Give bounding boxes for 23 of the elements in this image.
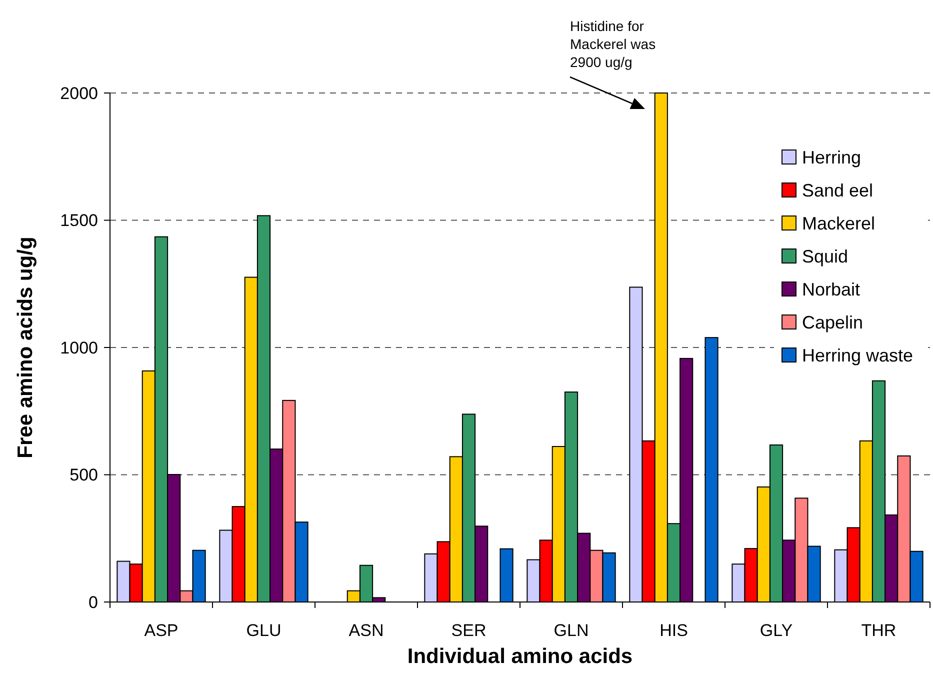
y-axis-title: Free amino acids ug/g [14, 236, 37, 458]
y-tick-label: 500 [70, 466, 98, 485]
x-tick-label: GLY [760, 621, 793, 640]
legend-label: Sand eel [802, 180, 874, 200]
legend-label: Mackerel [802, 213, 876, 234]
y-tick-label: 1500 [60, 211, 98, 230]
text: Histidine for Mackerel was 2900 ug/g [570, 18, 656, 70]
x-axis-title: Individual amino acids [407, 645, 633, 668]
x-tick-label: THR [861, 621, 896, 640]
y-tick-label: 2000 [60, 84, 98, 103]
y-tick-label: 1000 [60, 338, 98, 358]
x-tick-label: GLN [554, 621, 589, 640]
legend-label: Herring [802, 147, 862, 168]
legend-label: Capelin [802, 312, 864, 332]
x-tick-label: GLU [246, 621, 282, 640]
x-tick-label: SER [451, 621, 486, 640]
y-tick-label: 0 [88, 592, 98, 612]
x-tick-label: ASP [144, 621, 178, 640]
x-tick-label: HIS [660, 621, 688, 640]
legend-label: Norbait [802, 279, 860, 300]
legend-label: Squid [802, 246, 848, 266]
legend-label: Herring waste [802, 345, 914, 366]
x-tick-label: ASN [348, 621, 384, 640]
